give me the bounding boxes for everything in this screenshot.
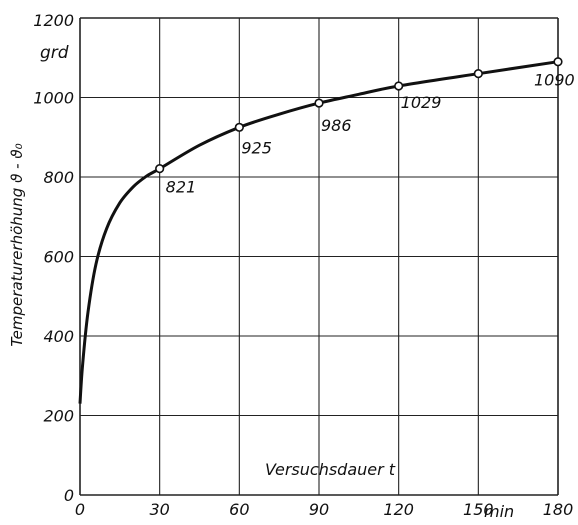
x-tick-label: 60 <box>229 500 249 519</box>
data-label: 821 <box>166 178 197 197</box>
y-tick-label: 600 <box>43 248 74 267</box>
grid <box>79 17 559 496</box>
y-tick-label: 0 <box>64 486 74 505</box>
data-label: 925 <box>241 138 272 157</box>
data-point <box>394 81 404 91</box>
x-axis-label: Versuchsdauer t <box>265 460 396 479</box>
data-point <box>314 98 324 108</box>
y-axis-label: Temperaturerhöhung ϑ - ϑ₀ <box>8 143 26 346</box>
data-point <box>473 69 483 79</box>
x-tick-label: 30 <box>149 500 169 519</box>
point-layer <box>155 57 563 174</box>
y-tick-label: 200 <box>43 407 74 426</box>
y-tick-label: 1200 <box>33 11 74 30</box>
y-tick-label: 400 <box>43 327 74 346</box>
data-point <box>234 122 244 132</box>
x-axis-unit: min <box>484 502 514 520</box>
x-tick-label: 180 <box>543 500 574 519</box>
x-tick-label: 0 <box>75 500 85 519</box>
y-tick-label: 800 <box>43 168 74 187</box>
data-label: 986 <box>321 116 352 135</box>
y-tick-label: 1000 <box>33 89 74 108</box>
data-label: 1029 <box>401 93 442 112</box>
x-tick-label: 120 <box>383 500 414 519</box>
text-layer: grd Temperaturerhöhung ϑ - ϑ₀ Versuchsda… <box>8 11 575 521</box>
y-axis-unit: grd <box>40 43 69 63</box>
x-tick-label: 150 <box>463 500 494 519</box>
data-label: 1090 <box>534 71 575 90</box>
data-point <box>155 164 165 174</box>
x-tick-label: 90 <box>309 500 329 519</box>
data-point <box>553 57 563 67</box>
